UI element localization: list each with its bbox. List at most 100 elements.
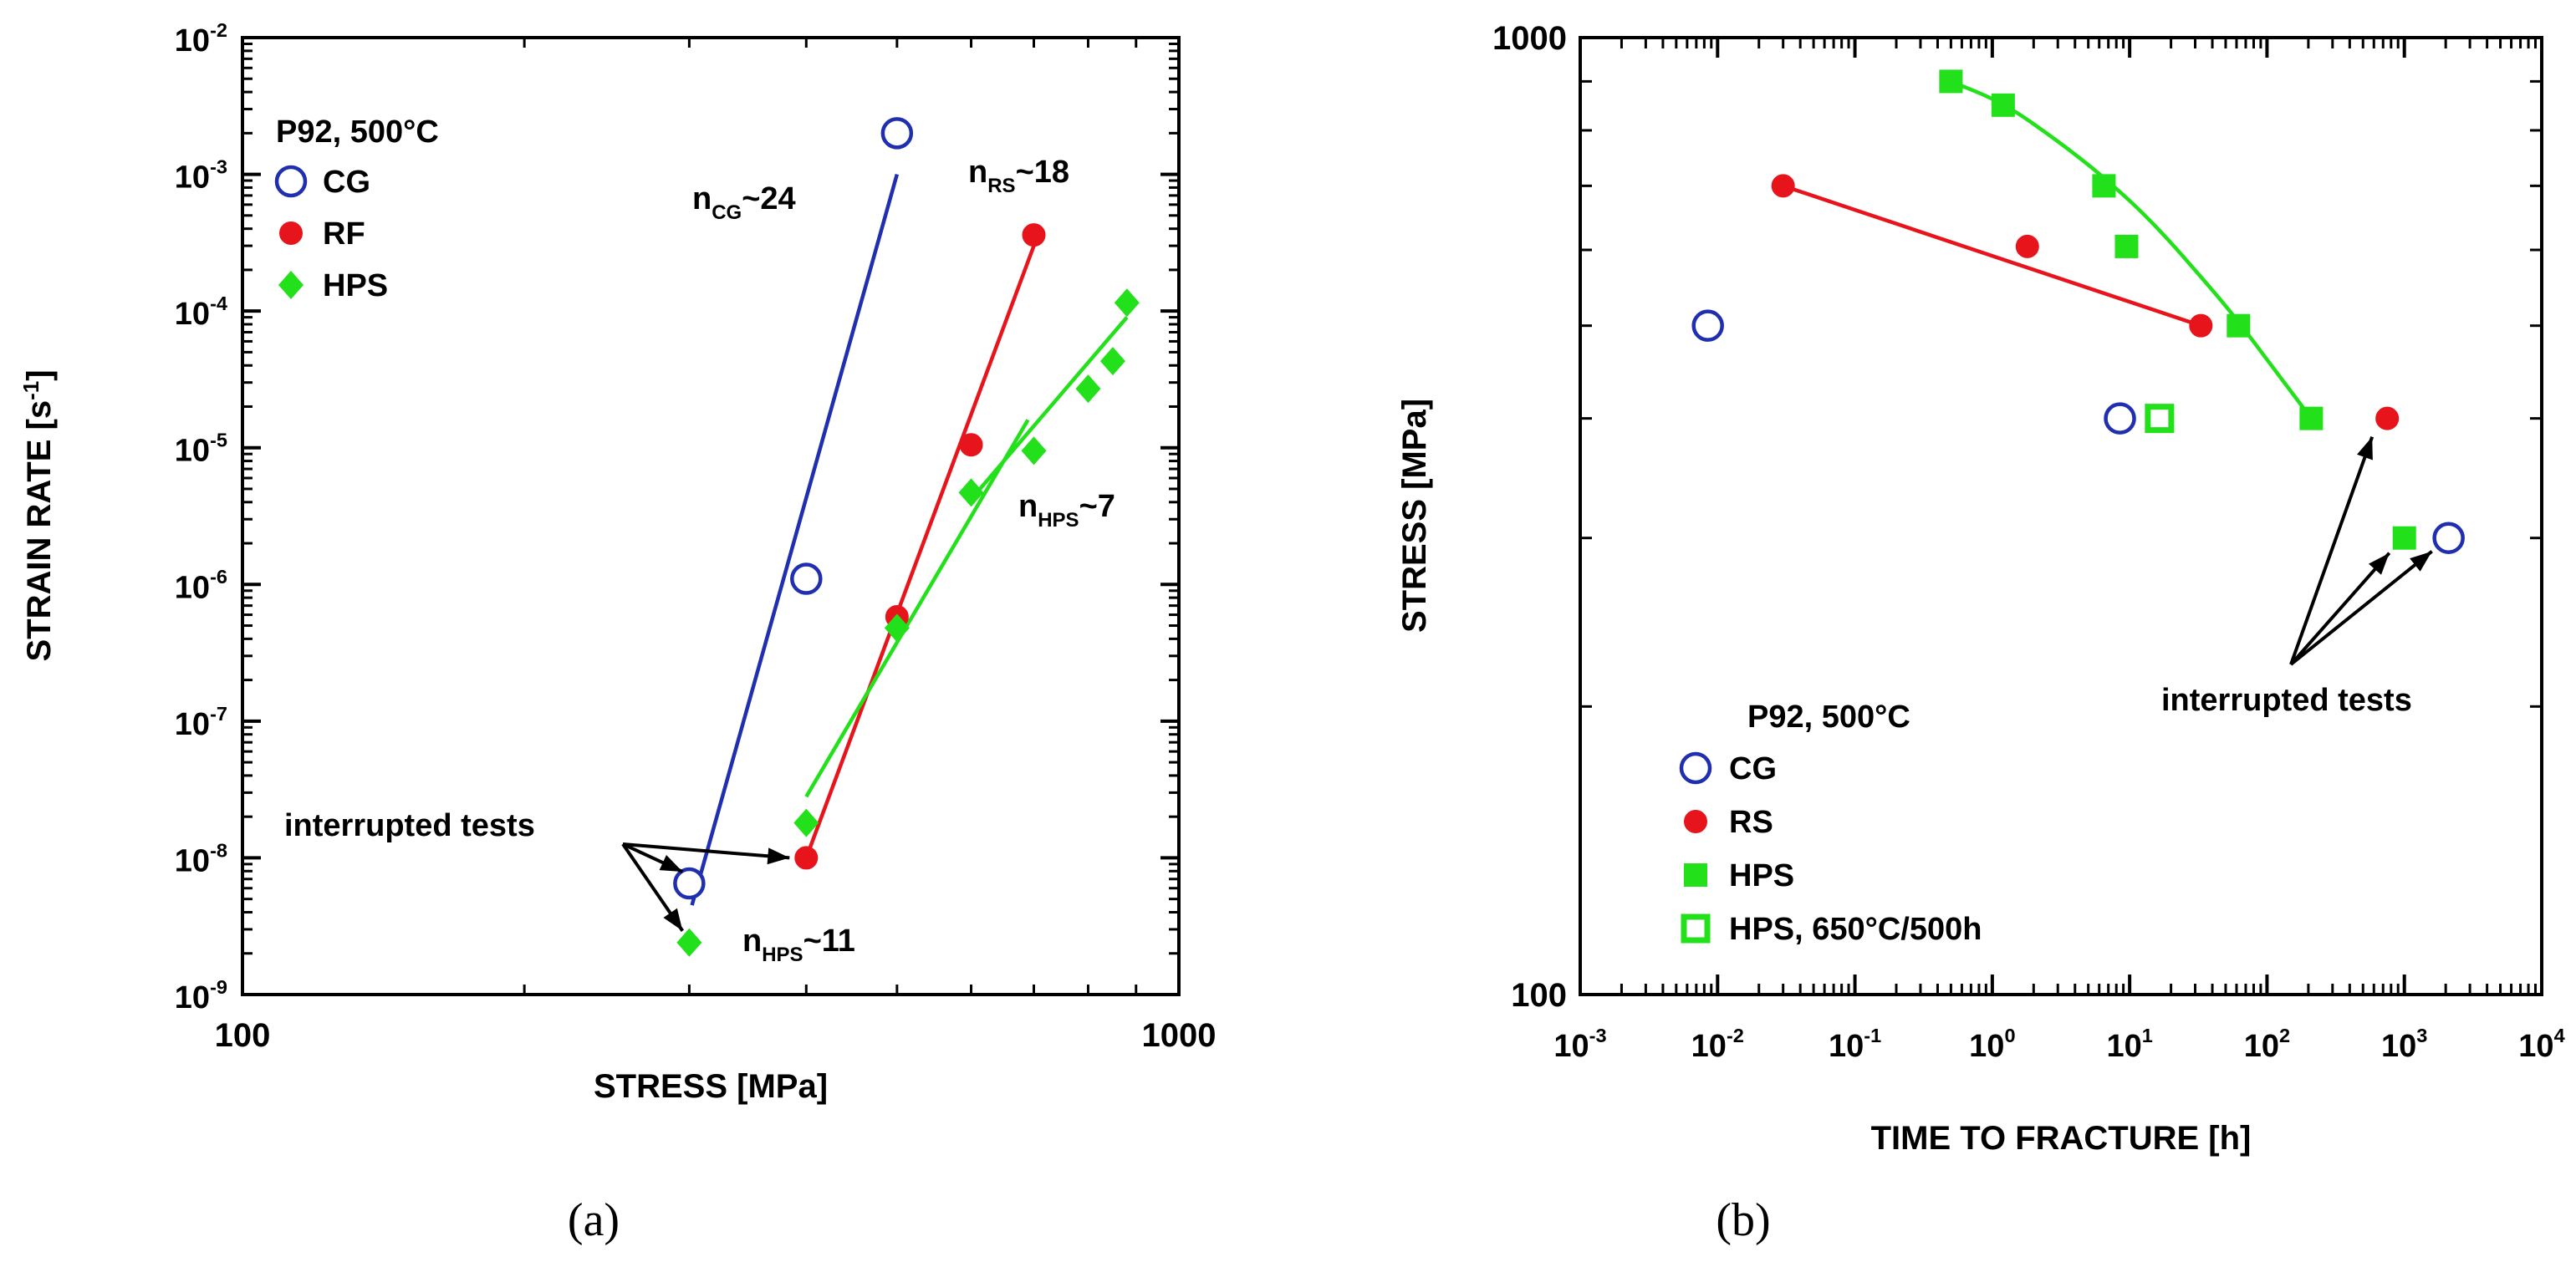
b-legend-label-1: RS — [1729, 805, 1773, 840]
b-x-tick-label-2: 10-1 — [1829, 1025, 1881, 1064]
b-point-series2-1 — [1991, 93, 2015, 117]
a-point-hps-6 — [1099, 347, 1125, 376]
b-legend-label-0: CG — [1729, 751, 1777, 786]
a-point-hps-0 — [676, 928, 702, 957]
a-point-rf-3 — [1022, 223, 1046, 247]
panel-b-data-points — [1691, 69, 2465, 554]
panel-b-plot-frame — [1579, 36, 2543, 996]
panel-a-y-axis-label-close: ] — [21, 369, 58, 380]
a-fit-line-rf-0 — [804, 245, 1036, 859]
a-legend-label-rf: RF — [323, 216, 365, 252]
a-fit-line-cg-0 — [690, 173, 900, 906]
a-fit-line-hps-1 — [969, 316, 1129, 501]
panel-b-stress-vs-time-to-fracture: 10-3 10-2 10-1 100 101 102 103 104 100 1000 P92, … — [1396, 20, 2565, 1246]
b-legend-label-3: HPS, 650°C/500h — [1729, 912, 1982, 947]
b-annotation-interrupted-tests: interrupted tests — [2161, 683, 2412, 718]
b-y-tick-label-0: 100 — [1511, 977, 1567, 1014]
a-y-tick-label-0: 10-9 — [175, 976, 227, 1015]
b-point-series3-0 — [2145, 404, 2175, 434]
b-x-tick-label-6: 103 — [2381, 1025, 2427, 1064]
a-x-tick-label-0: 100 — [215, 1017, 271, 1054]
b-point-series2-2 — [2092, 174, 2116, 198]
b-legend-marker-0 — [1679, 751, 1712, 785]
a-point-hps-5 — [1075, 374, 1101, 404]
a-y-tick-label-6: 10-3 — [175, 155, 227, 195]
b-point-series1-2 — [2189, 313, 2213, 338]
panel-a-annotations: P92, 500°C CG RF HPS nCG~24 nRS~18 nHPS~7 nHPS~… — [274, 114, 1115, 966]
b-arrow-to-cg-head — [2410, 551, 2432, 572]
b-x-tick-label-7: 104 — [2518, 1025, 2564, 1064]
a-x-tick-label-1: 1000 — [1142, 1017, 1217, 1054]
b-point-series1-3 — [2375, 406, 2400, 430]
panel-a-plot-frame — [241, 36, 1181, 996]
b-legend-marker-1 — [1684, 810, 1707, 833]
b-point-series0-0 — [1691, 309, 1724, 342]
panel-b-fit-lines — [1782, 79, 2313, 420]
a-point-cg-2 — [880, 117, 914, 150]
b-point-series0-1 — [2104, 402, 2136, 435]
b-point-series2-4 — [2227, 313, 2251, 338]
b-legend-marker-2 — [1684, 863, 1707, 887]
a-y-tick-label-1: 10-8 — [175, 839, 227, 878]
panel-a-fit-lines — [690, 173, 1129, 906]
b-legend-marker-3 — [1681, 913, 1711, 944]
a-point-cg-0 — [673, 867, 706, 900]
b-point-series2-3 — [2114, 234, 2139, 258]
b-point-series2-5 — [2299, 406, 2324, 430]
b-y-tick-label-1: 1000 — [1492, 20, 1567, 57]
b-x-tick-label-0: 10-3 — [1553, 1025, 1606, 1064]
a-y-tick-label-3: 10-6 — [175, 566, 227, 605]
panel-a-data-points — [673, 117, 1140, 957]
a-arrow-to-hps-head — [663, 908, 683, 931]
a-point-cg-1 — [790, 562, 823, 595]
panel-b-x-axis-label: TIME TO FRACTURE [h] — [1871, 1120, 2252, 1157]
b-arrow-to-hps — [2289, 552, 2391, 666]
b-arrow-to-rs-head — [2357, 436, 2373, 461]
b-fit-line-rs — [1782, 184, 2202, 328]
a-point-rf-2 — [959, 433, 983, 457]
panel-a-y-axis-label-superscript: -1 — [18, 381, 43, 400]
a-arrow-to-cg-head — [659, 855, 683, 873]
a-legend-marker-cg — [274, 165, 308, 198]
panel-a-axis-ticks: 10-9 10-8 10-7 10-6 10-5 10-4 10-3 10-2 100 1000 — [175, 19, 1217, 1054]
b-point-series1-0 — [1771, 174, 1795, 198]
a-point-hps-3 — [958, 478, 984, 507]
a-arrow-to-rf-head — [767, 847, 790, 865]
panel-b-annotations: P92, 500°C CG RS HPS HPS, 650°C/500h interrup… — [1679, 435, 2433, 947]
b-arrow-to-hps-head — [2369, 552, 2390, 575]
a-legend-title: P92, 500°C — [276, 114, 439, 150]
a-legend-marker-hps — [278, 271, 304, 299]
a-arrow-to-rf — [622, 842, 790, 860]
b-x-tick-label-3: 100 — [1969, 1025, 2015, 1064]
a-annotation-nhps11: nHPS~11 — [742, 924, 855, 966]
b-x-tick-label-4: 101 — [2106, 1025, 2152, 1064]
b-legend-title: P92, 500°C — [1747, 700, 1910, 735]
a-y-tick-label-5: 10-4 — [175, 293, 227, 332]
a-y-tick-label-4: 10-5 — [175, 430, 227, 469]
a-legend-marker-rf — [279, 221, 303, 245]
b-point-series0-2 — [2432, 522, 2465, 554]
a-annotation-nhps7: nHPS~7 — [1018, 489, 1115, 532]
panel-a-y-axis-label: STRAIN RATE [s-1] — [18, 369, 58, 661]
a-legend-label-hps: HPS — [323, 268, 388, 303]
panel-b-y-axis-label: STRESS [MPa] — [1396, 399, 1433, 633]
panel-b-axis-ticks: 10-3 10-2 10-1 100 101 102 103 104 100 1000 — [1492, 20, 2565, 1064]
panel-a-x-axis-label: STRESS [MPa] — [594, 1068, 828, 1105]
b-legend-label-2: HPS — [1729, 858, 1794, 893]
b-x-tick-label-5: 102 — [2244, 1025, 2290, 1064]
panel-b-caption: (b) — [1716, 1194, 1770, 1246]
a-point-hps-2 — [884, 613, 910, 643]
a-point-hps-7 — [1114, 288, 1140, 318]
b-arrow-to-rs — [2289, 435, 2375, 665]
b-x-tick-label-1: 10-2 — [1691, 1025, 1744, 1064]
a-legend-label-cg: CG — [323, 165, 370, 200]
a-fit-line-hps-0 — [804, 419, 1030, 798]
a-point-hps-1 — [793, 808, 819, 837]
a-y-tick-label-2: 10-7 — [175, 703, 227, 742]
a-point-hps-4 — [1021, 436, 1047, 466]
b-arrow-to-cg — [2289, 550, 2433, 666]
b-point-series2-6 — [2392, 526, 2416, 550]
a-annotation-nrs: nRS~18 — [968, 155, 1069, 197]
